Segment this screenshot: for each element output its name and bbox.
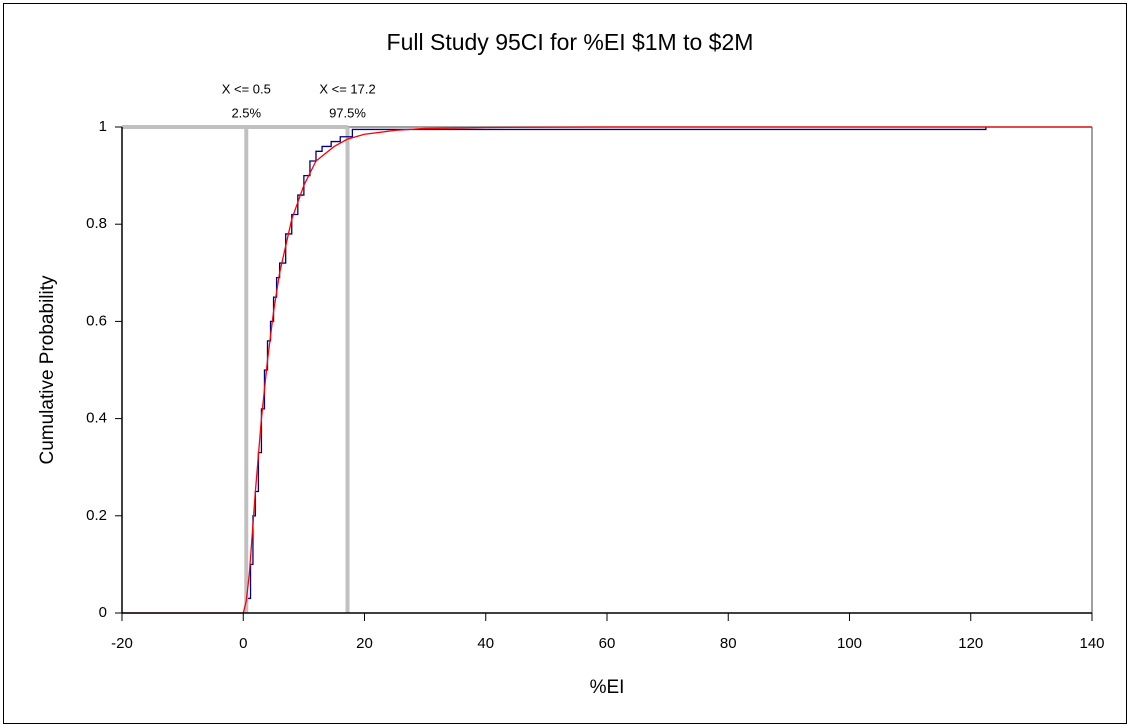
x-tick-label: 100 (837, 635, 862, 652)
percentile-label: X <= 17.2 (319, 81, 375, 96)
x-axis-label: %EI (590, 677, 625, 698)
x-tick-label: -20 (111, 635, 133, 652)
y-tick-label: 0.8 (86, 215, 107, 232)
cdf-line (122, 126, 1092, 614)
x-tick-label: 140 (1079, 635, 1104, 652)
x-tick-label: 120 (958, 635, 983, 652)
y-axis-label: Cumulative Probability (37, 275, 58, 465)
x-tick-label: 40 (477, 635, 494, 652)
x-tick-label: 60 (599, 635, 616, 652)
x-tick-label: 0 (239, 635, 247, 652)
percentile-prob: 97.5% (329, 105, 366, 120)
y-tick-label: 1 (99, 118, 107, 135)
percentile-label: X <= 0.5 (222, 81, 271, 96)
y-tick-label: 0.2 (86, 507, 107, 524)
chart-title: Full Study 95CI for %EI $1M to $2M (387, 29, 754, 55)
x-tick-label: 20 (356, 635, 373, 652)
x-tick-label: 80 (720, 635, 737, 652)
chart-frame (3, 3, 1127, 724)
cdf-line (248, 127, 987, 600)
percentile-prob: 2.5% (231, 105, 261, 120)
y-tick-label: 0.4 (86, 410, 107, 427)
y-tick-label: 0.6 (86, 312, 107, 329)
y-tick-label: 0 (99, 604, 107, 621)
